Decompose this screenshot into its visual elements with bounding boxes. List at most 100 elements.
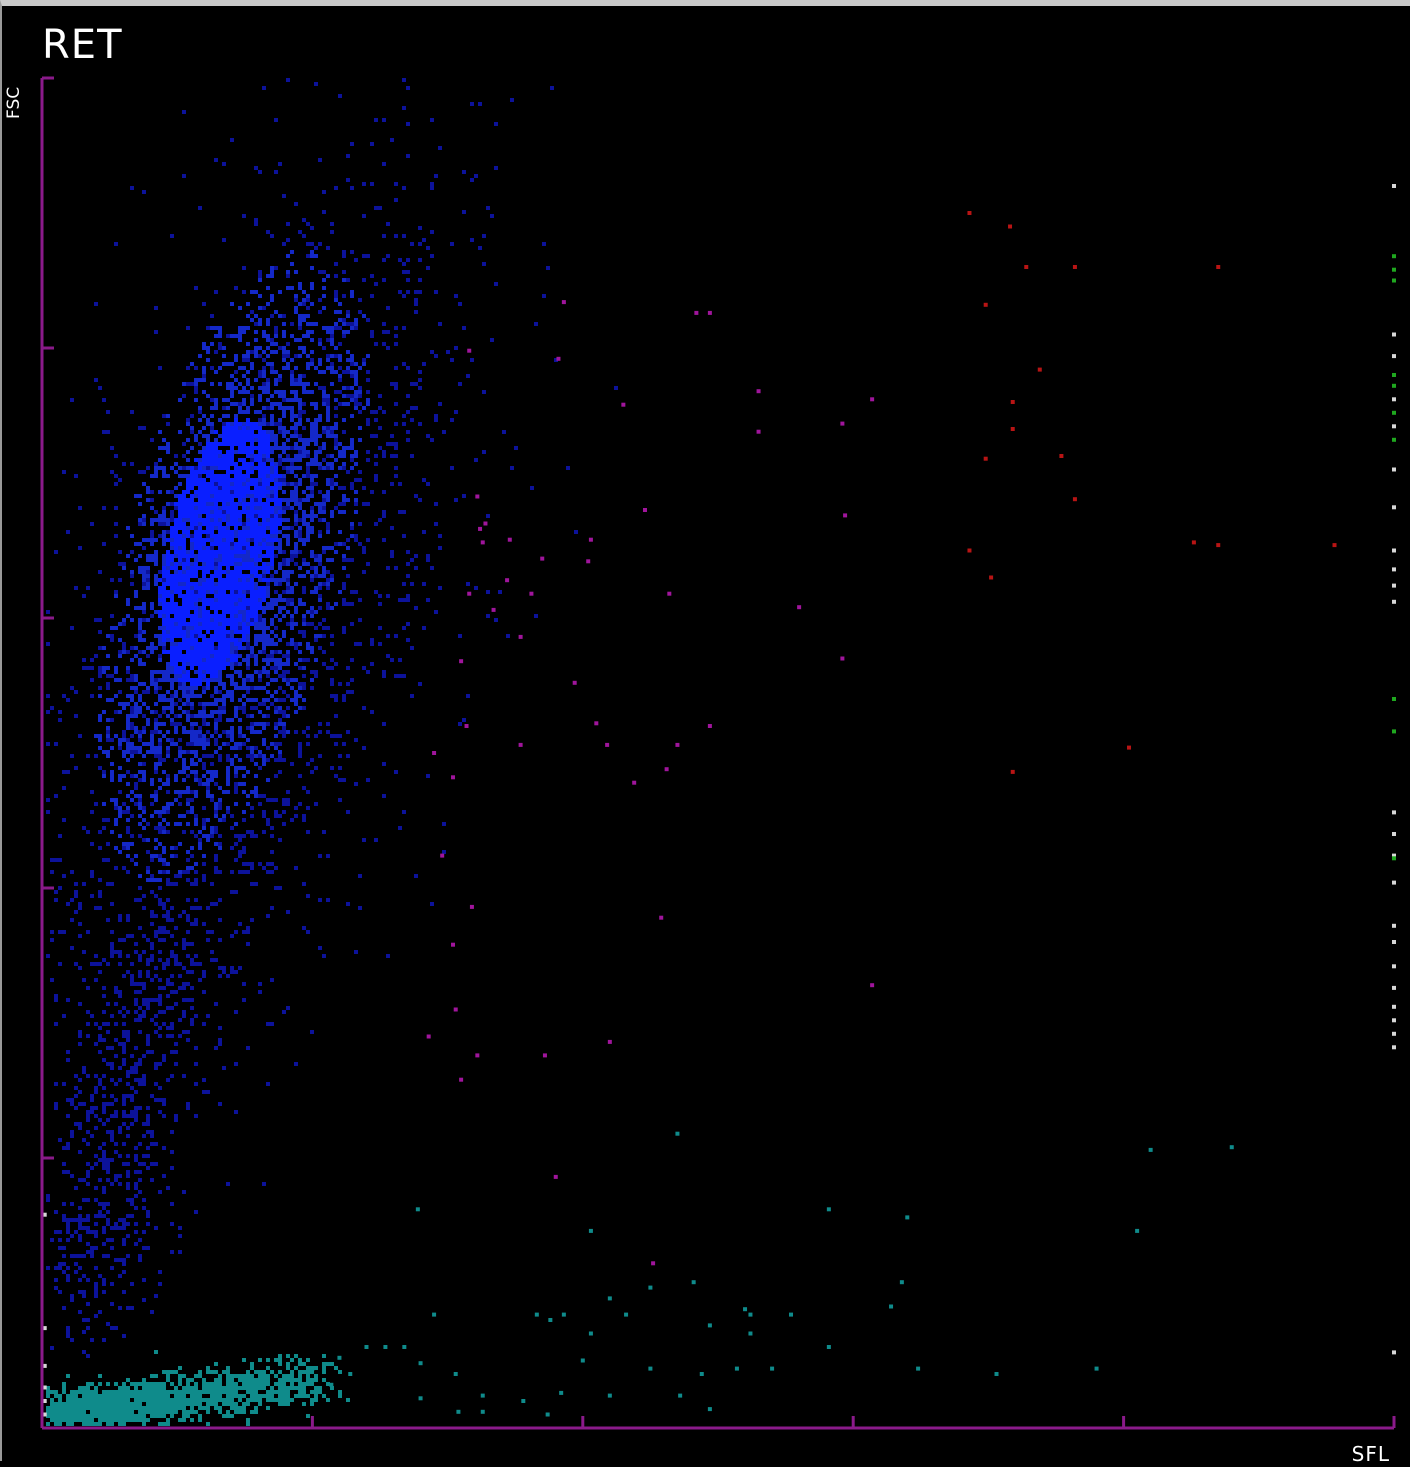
rbc-cloud-cell: [302, 490, 306, 494]
rbc-cloud-cell: [290, 638, 294, 642]
rbc-cloud-cell: [258, 598, 262, 602]
plt-cluster-cell: [246, 1422, 250, 1426]
rbc-halo-cell: [530, 486, 534, 490]
rbc-cloud-cell: [98, 746, 102, 750]
rbc-halo-cell: [286, 798, 290, 802]
rbc-tail-cell: [82, 1318, 86, 1322]
rbc-halo-cell: [278, 346, 282, 350]
rbc-tail-cell: [190, 962, 194, 966]
rbc-halo-cell: [62, 930, 66, 934]
rbc-tail-cell: [126, 1162, 130, 1166]
rbc-tail-cell: [162, 1010, 166, 1014]
rbc-halo-cell: [138, 778, 142, 782]
rbc-halo-cell: [154, 330, 158, 334]
rbc-cloud-cell: [266, 518, 270, 522]
rbc-halo-cell: [54, 998, 58, 1002]
rbc-cloud-cell: [294, 542, 298, 546]
rbc-tail-cell: [70, 1202, 74, 1206]
rbc-cloud-cell: [234, 602, 238, 606]
rbc-cloud-cell: [298, 446, 302, 450]
rbc-cloud-cell: [202, 370, 206, 374]
rbc-halo-cell: [262, 702, 266, 706]
rbc-halo-cell: [386, 222, 390, 226]
rbc-cloud-cell: [162, 438, 166, 442]
rbc-cloud-cell: [242, 658, 246, 662]
rbc-halo-cell: [50, 938, 54, 942]
rbc-tail-cell: [86, 1142, 90, 1146]
rbc-cloud-cell: [290, 410, 294, 414]
rbc-cloud-cell: [262, 758, 266, 762]
rbc-cloud-cell: [198, 694, 202, 698]
plt-cluster-cell: [54, 1406, 58, 1410]
rbc-cloud-cell: [242, 678, 246, 682]
rbc-cloud-cell: [318, 506, 322, 510]
rbc-halo-cell: [274, 170, 278, 174]
rbc-cloud-cell: [170, 846, 174, 850]
rbc-cloud-cell: [182, 690, 186, 694]
rbc-halo-cell: [202, 718, 206, 722]
rbc-halo-cell: [286, 602, 290, 606]
rbc-cloud-cell: [214, 814, 218, 818]
rbc-halo-cell: [246, 642, 250, 646]
rbc-halo-cell: [202, 818, 206, 822]
rbc-halo-cell: [186, 382, 190, 386]
rbc-halo-cell: [222, 730, 226, 734]
rbc-cloud-cell: [290, 426, 294, 430]
rbc-halo-cell: [274, 118, 278, 122]
rbc-halo-cell: [74, 766, 78, 770]
rbc-cloud-cell: [142, 742, 146, 746]
rbc-cloud-cell: [186, 822, 190, 826]
rbc-cloud-cell: [138, 694, 142, 698]
rbc-cloud-cell: [282, 678, 286, 682]
rbc-tail-cell: [146, 1106, 150, 1110]
rbc-halo-cell: [346, 278, 350, 282]
rbc-cloud-cell: [202, 414, 206, 418]
rbc-cloud-cell: [310, 474, 314, 478]
rbc-halo-cell: [82, 594, 86, 598]
rbc-cloud-cell: [158, 642, 162, 646]
rbc-halo-cell: [382, 490, 386, 494]
rbc-halo-cell: [406, 258, 410, 262]
rbc-halo-cell: [346, 730, 350, 734]
rbc-halo-cell: [166, 422, 170, 426]
rbc-halo-cell: [122, 734, 126, 738]
rbc-cloud-cell: [326, 530, 330, 534]
rbc-halo-cell: [390, 442, 394, 446]
rbc-cloud-cell: [298, 482, 302, 486]
rbc-cloud-cell: [286, 254, 290, 258]
rbc-tail-cell: [154, 894, 158, 898]
rbc-halo-cell: [390, 658, 394, 662]
rbc-cloud-cell: [294, 582, 298, 586]
rbc-tail-cell: [170, 1022, 174, 1026]
rbc-cloud-cell: [234, 614, 238, 618]
rbc-halo-cell: [330, 642, 334, 646]
rbc-cloud-cell: [246, 370, 250, 374]
rbc-cloud-cell: [350, 438, 354, 442]
rbc-cloud-cell: [258, 422, 262, 426]
rbc-halo-cell: [194, 386, 198, 390]
rbc-cloud-cell: [234, 334, 238, 338]
rbc-tail-cell: [94, 906, 98, 910]
rbc-tail-cell: [190, 998, 194, 1002]
rbc-cloud-cell: [270, 602, 274, 606]
rbc-cloud-cell: [282, 410, 286, 414]
rbc-cloud-cell: [122, 750, 126, 754]
rbc-halo-cell: [246, 862, 250, 866]
rbc-halo-cell: [318, 490, 322, 494]
plt-cluster-cell: [90, 1422, 94, 1426]
rbc-halo-cell: [206, 754, 210, 758]
rbc-halo-cell: [298, 802, 302, 806]
rbc-halo-cell: [342, 542, 346, 546]
rbc-cloud-cell: [182, 750, 186, 754]
rbc-cloud-cell: [118, 738, 122, 742]
rbc-cloud-cell: [242, 810, 246, 814]
rbc-cloud-cell: [254, 754, 258, 758]
rbc-tail-cell: [138, 1006, 142, 1010]
rbc-halo-cell: [342, 486, 346, 490]
rbc-tail-cell: [82, 978, 86, 982]
rbc-halo-cell: [282, 558, 286, 562]
rbc-cloud-cell: [102, 666, 106, 670]
rbc-cloud-cell: [302, 622, 306, 626]
rbc-cloud-cell: [214, 690, 218, 694]
rbc-cloud-cell: [202, 854, 206, 858]
